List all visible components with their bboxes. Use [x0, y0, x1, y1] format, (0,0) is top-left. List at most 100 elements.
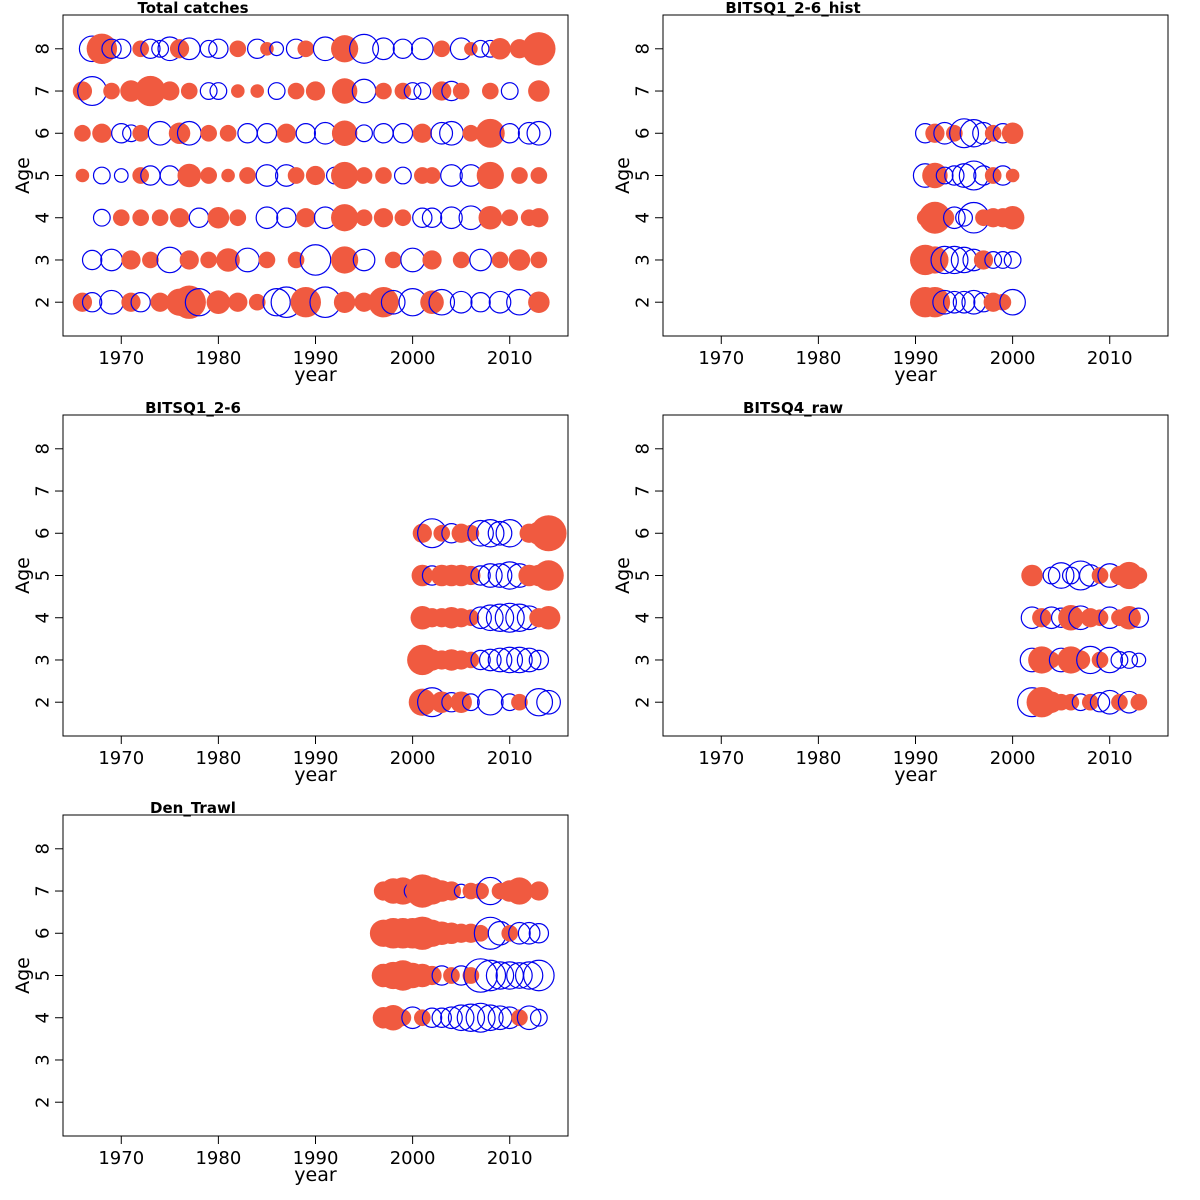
x-tick-label: 1990 [293, 348, 339, 369]
chart-title: BITSQ1_2-6_hist [725, 0, 860, 17]
plot-frame [62, 414, 569, 737]
bubble-positive [276, 123, 296, 143]
bubble-positive [511, 167, 528, 184]
bubble-positive [1111, 693, 1128, 711]
bubble-negative [476, 604, 504, 632]
bubble-positive [200, 124, 218, 142]
y-tick-label: 5 [633, 570, 654, 581]
bubble-negative [485, 961, 515, 990]
x-tick-label: 2000 [390, 748, 436, 769]
bubble-positive [919, 286, 951, 318]
bubble-positive [433, 40, 451, 58]
bubble-positive [200, 167, 218, 184]
bubble-negative [439, 120, 464, 146]
bubble-positive [408, 688, 436, 716]
x-tick-label: 1970 [98, 348, 144, 369]
x-tick-label: 1980 [195, 748, 241, 769]
bubble-negative [295, 123, 317, 144]
bubble-negative [372, 37, 395, 61]
series-age-2 [72, 285, 550, 319]
chart-title: Den_Trawl [150, 799, 236, 817]
bubble-negative [92, 166, 111, 185]
bubble-negative [496, 646, 524, 674]
bubble-positive [177, 163, 202, 188]
bubble-positive [472, 882, 489, 900]
bubble-negative [373, 123, 394, 144]
bubble-negative [949, 118, 980, 149]
bubble-positive [331, 246, 359, 274]
x-tick-label: 2000 [990, 748, 1036, 769]
plot-frame [662, 14, 1169, 337]
y-tick-label: 8 [33, 843, 54, 854]
bubble-positive [423, 167, 441, 184]
bubble-positive [481, 82, 499, 100]
bubble-positive [287, 82, 305, 100]
bubble-positive [135, 75, 166, 107]
bubble-negative [428, 288, 456, 316]
bubble-positive [528, 80, 550, 102]
bubble-positive [229, 40, 247, 58]
bubble-positive [200, 251, 218, 269]
series-age-2 [1017, 686, 1148, 718]
bubble-negative [355, 124, 373, 143]
bubble-positive [287, 167, 305, 184]
y-tick-label: 2 [33, 696, 54, 707]
bubble-negative [478, 648, 502, 672]
bubble-negative [209, 82, 228, 100]
bubble-negative [471, 39, 490, 58]
bubble-positive [462, 609, 480, 627]
bubble-negative [993, 251, 1012, 269]
bubble-negative [421, 207, 443, 228]
bubble-negative [147, 120, 173, 146]
bubble-positive [1091, 651, 1109, 669]
bubble-positive [475, 118, 505, 148]
bubble-positive [375, 82, 392, 100]
bubble-negative [485, 603, 515, 632]
series-age-7 [373, 874, 549, 908]
bubble-positive [935, 208, 955, 228]
bubble-negative [506, 646, 533, 674]
bubble-positive [501, 924, 519, 942]
bubble-positive [925, 123, 945, 143]
bubble-positive [528, 291, 550, 313]
bubble-positive [1032, 608, 1052, 628]
bubble-positive [501, 209, 519, 227]
bubble-negative [421, 1007, 443, 1028]
bubble-negative [1047, 562, 1075, 589]
bubble-negative [465, 1002, 496, 1033]
bubble-positive [1070, 650, 1091, 670]
bubble-positive [420, 290, 444, 314]
bubble-negative [476, 1004, 504, 1032]
chart-panel: Total catches 1970 1980 1990 2000 2010 year 2 3 4… [12, 0, 569, 386]
bubble-negative [267, 82, 286, 100]
series-age-4 [92, 204, 549, 232]
bubble-positive [92, 123, 112, 143]
bubble-positive [354, 292, 374, 312]
bubble-positive [452, 251, 470, 269]
y-axis-label: Age [12, 157, 34, 194]
bubble-positive [1021, 564, 1043, 587]
bubble-positive [394, 1009, 412, 1027]
bubble-positive [121, 250, 141, 270]
series-age-4 [372, 1002, 548, 1033]
y-tick-label: 2 [33, 1096, 54, 1107]
bubble-positive [296, 208, 316, 228]
bubble-positive [206, 290, 231, 314]
bubble-positive [412, 523, 432, 543]
y-tick-label: 8 [633, 443, 654, 454]
x-tick-label: 2010 [1087, 748, 1133, 769]
bubble-negative [469, 606, 492, 630]
bubble-positive [180, 82, 198, 100]
bubble-negative [349, 33, 380, 64]
bubble-positive [250, 84, 265, 98]
bubble-negative [1096, 646, 1124, 674]
bubble-positive [450, 691, 472, 713]
y-tick-label: 4 [633, 612, 654, 623]
bubble-negative [499, 123, 520, 144]
bubble-positive [1130, 693, 1148, 711]
bubble-positive [1001, 122, 1024, 145]
x-tick-label: 1990 [893, 748, 939, 769]
bubble-negative [99, 289, 124, 315]
bubble-positive [1130, 567, 1148, 584]
x-tick-label: 2000 [390, 1148, 436, 1169]
